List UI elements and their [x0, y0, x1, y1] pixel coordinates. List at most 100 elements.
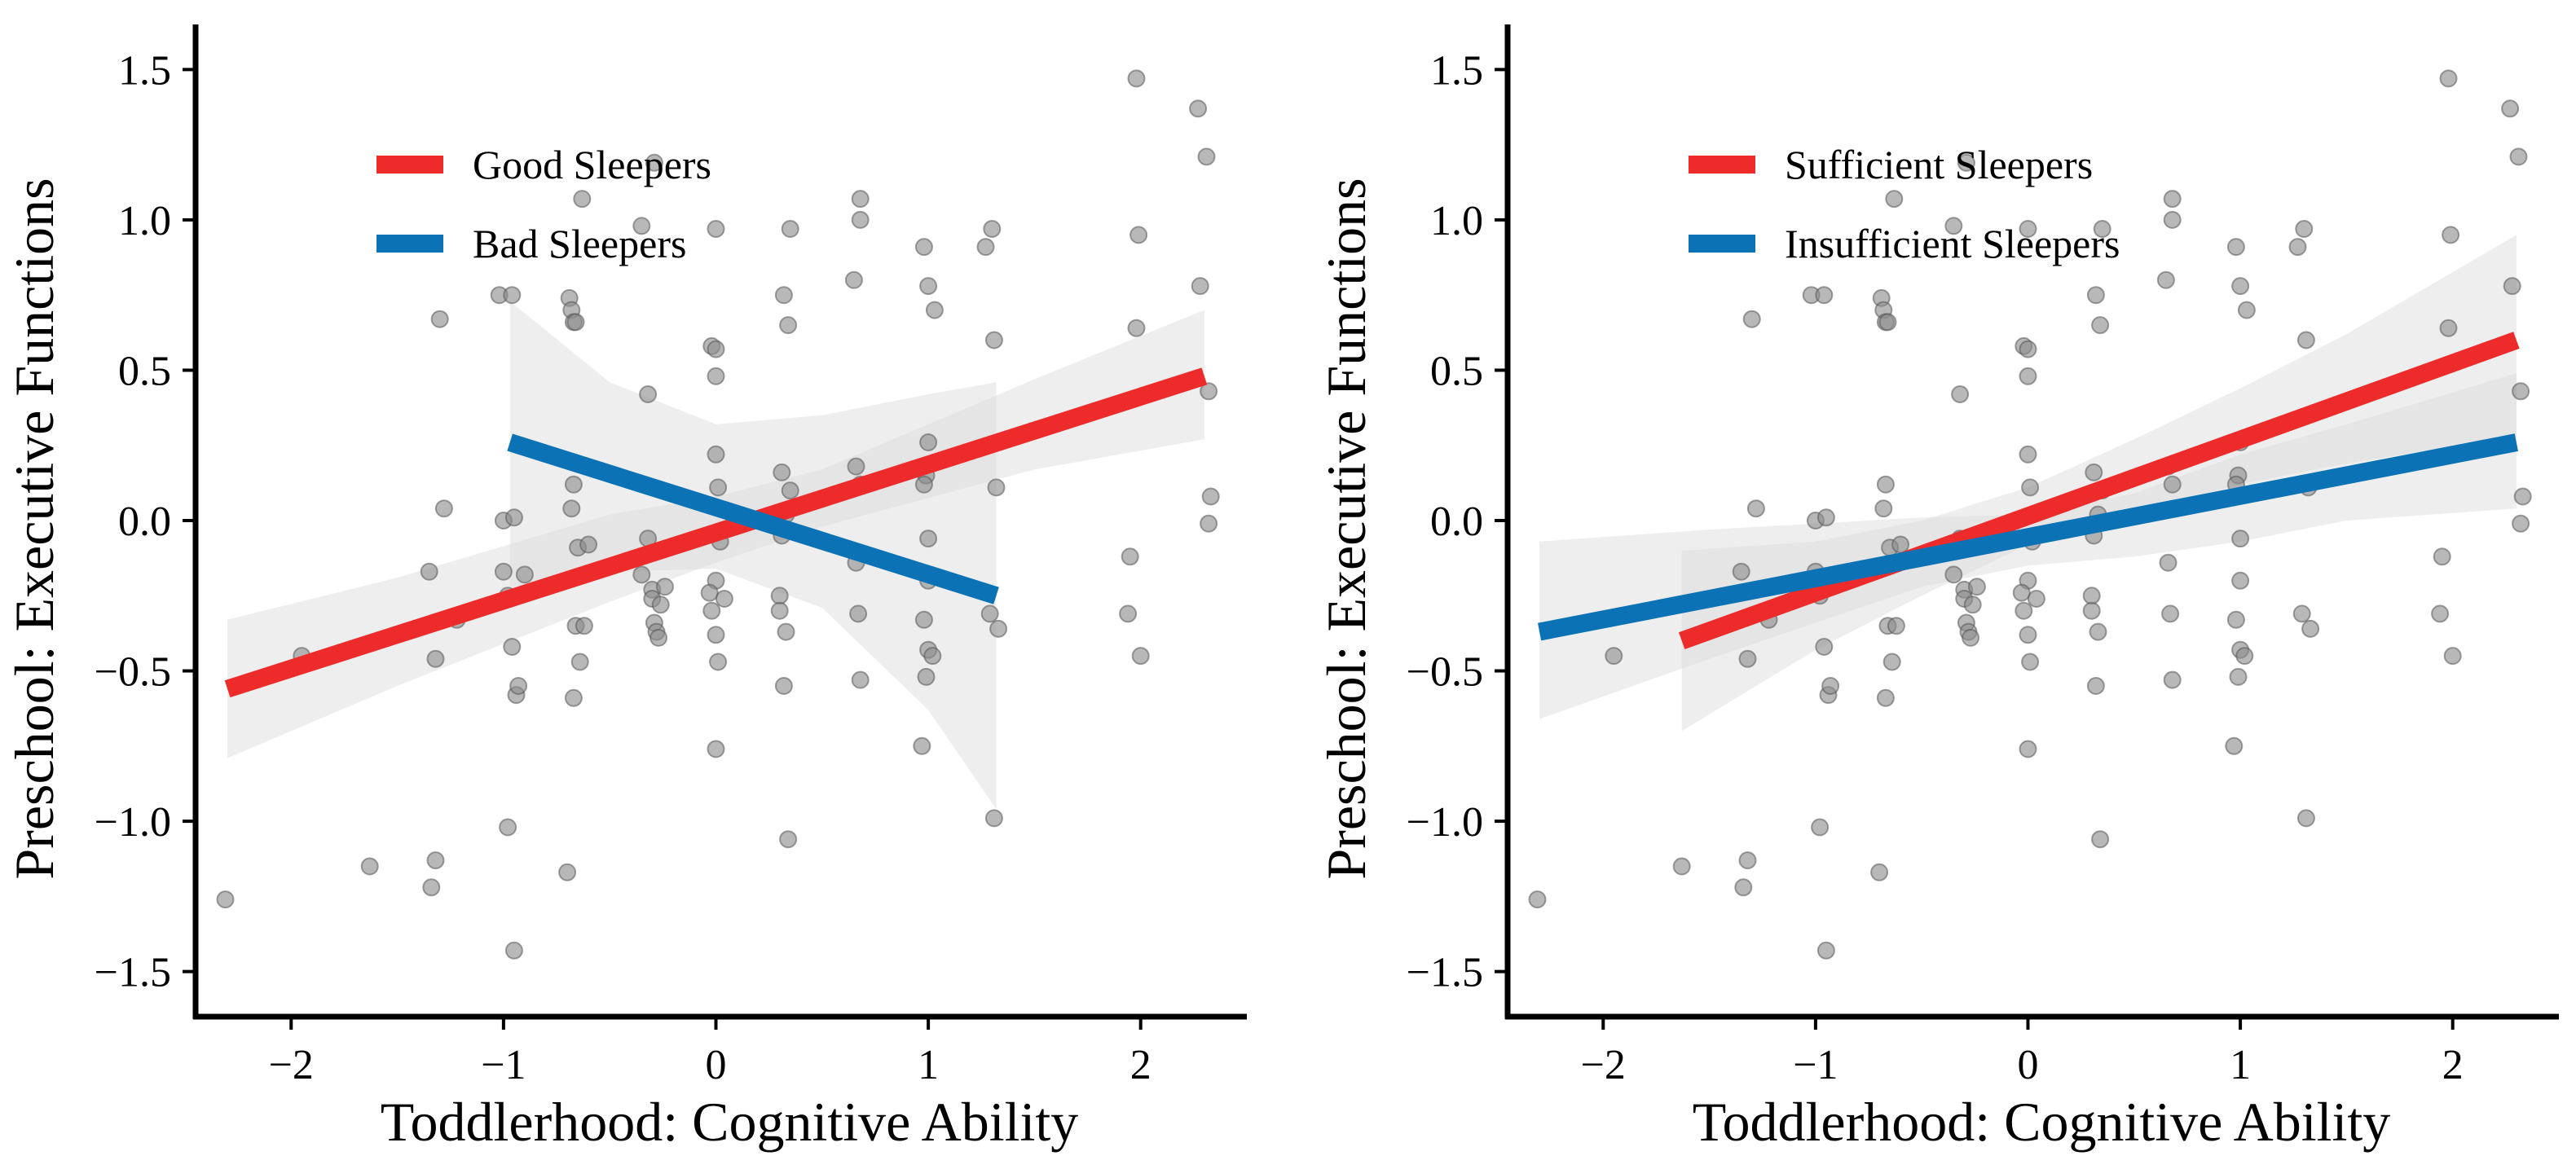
scatter-point [919, 530, 938, 548]
scatter-point [1119, 604, 1138, 623]
scatter-point [1876, 688, 1895, 707]
scatter-point [770, 587, 789, 605]
x-tick-label: 1 [2230, 1042, 2251, 1088]
scatter-point [773, 463, 791, 481]
scatter-point [2433, 547, 2451, 566]
scatter-point [849, 604, 868, 623]
scatter-point [2512, 382, 2530, 401]
scatter-point [2235, 647, 2254, 666]
scatter-point [1201, 487, 1220, 506]
scatter-point [2226, 610, 2245, 629]
scatter-point [919, 277, 938, 296]
scatter-point [1876, 475, 1895, 494]
x-tick-label: 1 [918, 1042, 939, 1088]
y-tick-label: 0.5 [1430, 348, 1483, 394]
x-tick-label: −2 [269, 1042, 314, 1088]
scatter-point [707, 740, 725, 758]
legend: Good Sleepers Bad Sleepers [376, 142, 711, 266]
scatter-point [2442, 226, 2460, 244]
scatter-point [2288, 238, 2307, 257]
scatter-point [983, 220, 1002, 238]
scatter-point [2439, 69, 2458, 88]
scatter-point [2292, 604, 2311, 623]
legend-label: Bad Sleepers [473, 221, 686, 266]
scatter-point [562, 499, 581, 518]
scatter-point [509, 677, 528, 695]
scatter-point [1121, 547, 1139, 566]
scatter-point [360, 857, 379, 876]
scatter-point [2295, 220, 2314, 238]
scatter-point [774, 677, 793, 695]
scatter-point [1738, 649, 1757, 668]
scatter-point [2237, 301, 2256, 319]
y-axis-title: Preschool: Executive Functions [3, 178, 65, 879]
scatter-point [1732, 562, 1750, 581]
scatter-point [1957, 153, 1975, 172]
y-tick-label: 0.5 [118, 348, 171, 394]
scatter-point [1951, 385, 1970, 403]
legend-label: Sufficient Sleepers [1785, 142, 2093, 187]
scatter-point [2296, 809, 2315, 828]
scatter-point [1891, 535, 1910, 554]
scatter-point [770, 601, 789, 620]
scatter-point [1821, 677, 1840, 695]
scatter-point [2019, 740, 2037, 758]
scatter-point [2231, 571, 2250, 590]
scatter-point [430, 310, 449, 328]
regression-line-1 [507, 433, 999, 604]
scatter-point [2512, 514, 2530, 533]
x-axis-title: Toddlerhood: Cognitive Ability [1693, 1091, 2391, 1153]
scatter-point [2091, 316, 2110, 335]
scatter-point [1734, 878, 1753, 897]
scatter-point [984, 809, 1003, 828]
legend-swatch-0 [376, 156, 443, 174]
scatter-point [781, 220, 799, 238]
scatter-point [1672, 857, 1691, 876]
y-tick-label: −1.0 [95, 799, 171, 846]
scatter-point [1878, 313, 1897, 332]
chart-panel-left: −2 −1 0 1 2 −1.5 −1.0 −0.5 0.0 0.5 1.0 1.5 Toddlerho… [3, 24, 1247, 1153]
scatter-point [777, 622, 795, 641]
scatter-point [579, 535, 598, 554]
scatter-point [2019, 340, 2037, 358]
scatter-point [1963, 595, 1982, 614]
scatter-point [426, 649, 445, 668]
scatter-point [707, 340, 725, 358]
x-tick-label: 2 [2442, 1042, 2464, 1088]
scatter-point [781, 481, 799, 500]
scatter-point [2226, 238, 2245, 257]
scatter-point [707, 445, 725, 464]
scatter-point [2231, 277, 2250, 296]
chart-panel-right: −2 −1 0 1 2 −1.5 −1.0 −0.5 0.0 0.5 1.0 1.5 Toddlerho… [1315, 24, 2559, 1153]
scatter-point [575, 617, 593, 635]
scatter-point [914, 475, 933, 494]
scatter-point [2021, 653, 2040, 671]
legend-swatch-1 [1689, 235, 1755, 253]
x-tick-label: 0 [2017, 1042, 2038, 1088]
scatter-point [2163, 670, 2182, 689]
scatter-point [651, 595, 670, 614]
scatter-point [2027, 590, 2045, 608]
scatter-point [774, 286, 793, 305]
x-tick-label: −2 [1581, 1042, 1626, 1088]
scatter-point [1944, 217, 1963, 235]
scatter-point [919, 433, 938, 451]
scatter-point [2082, 587, 2101, 605]
scatter-point [2439, 319, 2458, 337]
scatter-point [707, 220, 725, 238]
scatter-point [715, 590, 733, 608]
scatter-point [2163, 190, 2182, 209]
scatter-point [2225, 736, 2244, 755]
y-tick-label: 1.5 [118, 47, 171, 94]
scatter-point [2093, 220, 2111, 238]
y-axis-title: Preschool: Executive Functions [1315, 178, 1377, 879]
scatter-point [1816, 941, 1835, 960]
scatter-point [2086, 677, 2105, 695]
scatter-point [2163, 475, 2182, 494]
scatter-point [655, 578, 674, 596]
scatter-point [639, 385, 658, 403]
scatter-point [2513, 487, 2532, 506]
scatter-point [925, 301, 944, 319]
scatter-point [984, 331, 1003, 349]
scatter-point [632, 565, 651, 584]
